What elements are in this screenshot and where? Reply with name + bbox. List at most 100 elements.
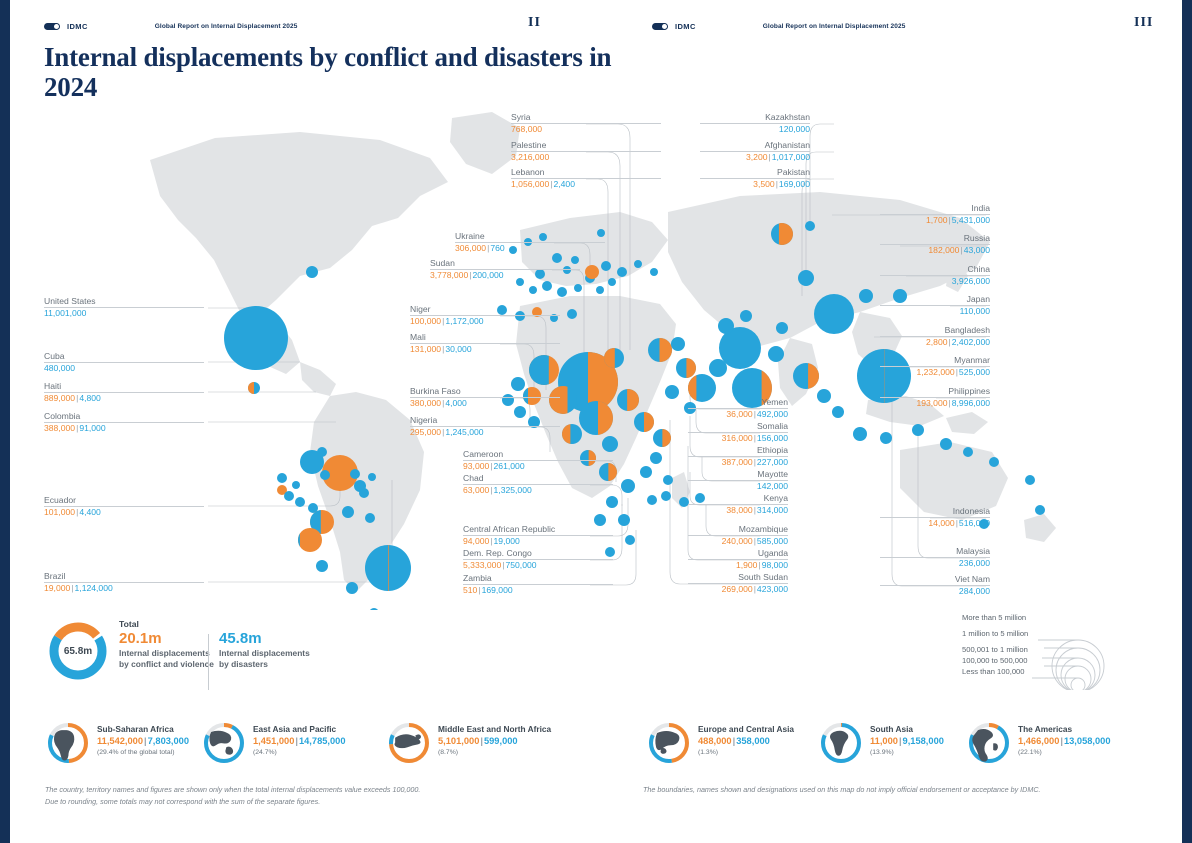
disaster-value: 423,000 (756, 584, 788, 595)
country-name: Dem. Rep. Congo (463, 548, 532, 558)
disaster-value: 1,124,000 (74, 583, 113, 594)
disaster-value: 91,000 (79, 423, 106, 434)
region-values: 1,466,000|13,058,000 (1018, 735, 1111, 748)
disaster-value: 19,000 (493, 536, 520, 547)
disaster-value: 4,400 (79, 507, 101, 518)
country-label-zambia: Zambia 510|169,000 (463, 573, 613, 596)
right-rail (1182, 0, 1192, 843)
region-name: Europe and Central Asia (698, 724, 795, 734)
map-landmasses (150, 112, 1056, 592)
country-label-haiti: Haiti 889,000|4,800 (44, 381, 204, 404)
country-label-uganda: Uganda 1,900|98,000 (688, 548, 788, 571)
country-values: 510|169,000 (463, 583, 613, 596)
country-name: Colombia (44, 411, 81, 421)
country-label-philippines: Philippines 193,000|8,996,000 (880, 386, 990, 409)
region-value-separator: | (480, 736, 483, 746)
disaster-value: 156,000 (756, 433, 788, 444)
disaster-value: 4,800 (79, 393, 101, 404)
value-separator: | (490, 485, 493, 496)
idmc-logo-icon-right (652, 22, 668, 30)
disaster-value: 3,926,000 (951, 276, 990, 287)
conflict-value: 768,000 (511, 124, 543, 135)
country-values: 889,000|4,800 (44, 391, 204, 404)
region-values: 488,000|358,000 (698, 735, 794, 748)
disaster-value: 169,000 (481, 585, 513, 596)
country-label-indonesia: Indonesia 14,000|516,000 (880, 506, 990, 529)
conflict-value: 889,000 (44, 393, 76, 404)
region-conflict-value: 1,451,000 (253, 736, 295, 746)
country-name: Viet Nam (954, 574, 990, 584)
region-value-separator: | (1060, 736, 1063, 746)
country-values: 3,926,000 (880, 274, 990, 287)
region-icon-south-asia (820, 722, 862, 764)
footnote-left-2: Due to rounding, some totals may not cor… (45, 797, 321, 806)
region-value-separator: | (295, 736, 298, 746)
region-icon-europe-and-central-asia (648, 722, 690, 764)
country-values: 19,000|1,124,000 (44, 581, 204, 594)
conflict-value: 306,000 (455, 243, 487, 254)
region-values: 5,101,000|599,000 (438, 735, 551, 748)
total-value: 65.8m (63, 645, 93, 657)
country-label-south-sudan: South Sudan 269,000|423,000 (688, 572, 788, 595)
country-values: 388,000|91,000 (44, 421, 204, 434)
value-separator: | (753, 505, 756, 516)
region-percentage: (29.4% of the global total) (97, 748, 175, 756)
country-values: 142,000 (688, 479, 788, 492)
country-values: 1,700|5,431,000 (880, 213, 990, 226)
country-values: 380,000|4,000 (410, 396, 560, 409)
region-icon-east-asia-and-pacific (203, 722, 245, 764)
map-bubbles (224, 221, 1045, 610)
value-separator: | (753, 584, 756, 595)
country-name: Russia (963, 233, 990, 243)
disaster-value: 30,000 (445, 344, 472, 355)
idmc-logo-icon (44, 22, 60, 30)
country-label-sudan: Sudan 3,778,000|200,000 (430, 258, 580, 281)
country-label-mayotte: Mayotte 142,000 (688, 469, 788, 492)
country-values: 3,500|169,000 (700, 177, 810, 190)
disaster-value: 110,000 (959, 306, 990, 317)
country-name: Ecuador (44, 495, 77, 505)
disaster-value: 227,000 (756, 457, 788, 468)
region-percentage: (8.7%) (438, 748, 459, 756)
country-values: 284,000 (880, 584, 990, 597)
country-name: Yemen (761, 397, 788, 407)
region-value-separator: | (144, 736, 147, 746)
country-values: 236,000 (880, 556, 990, 569)
total-donut-chart: 65.8m (47, 620, 109, 682)
conflict-value: 93,000 (463, 461, 490, 472)
left-rail (0, 0, 10, 843)
conflict-value: 316,000 (721, 433, 753, 444)
country-label-somalia: Somalia 316,000|156,000 (688, 421, 788, 444)
conflict-value: 1,700 (926, 215, 948, 226)
region-disaster-value: 13,058,000 (1063, 736, 1111, 746)
region-disaster-value: 9,158,000 (902, 736, 944, 746)
value-separator: | (753, 457, 756, 468)
disaster-value: 43,000 (963, 245, 990, 256)
country-label-yemen: Yemen 36,000|492,000 (688, 397, 788, 420)
value-separator: | (487, 243, 490, 254)
country-name: Ethiopia (756, 445, 788, 455)
conflict-value: 94,000 (463, 536, 490, 547)
conflict-value: 295,000 (410, 427, 442, 438)
country-label-chad: Chad 63,000|1,325,000 (463, 473, 613, 496)
country-name: Kenya (763, 493, 788, 503)
disaster-value: 750,000 (505, 560, 537, 571)
country-values: 480,000 (44, 361, 204, 374)
value-separator: | (768, 152, 771, 163)
region-disaster-value: 7,803,000 (147, 736, 189, 746)
disaster-value: 98,000 (761, 560, 788, 571)
country-values: 94,000|19,000 (463, 534, 613, 547)
disaster-value: 4,000 (445, 398, 467, 409)
value-separator: | (76, 507, 79, 518)
disaster-value: 200,000 (472, 270, 504, 281)
disaster-total-desc-2: by disasters (219, 658, 268, 669)
country-label-central-african-republic: Central African Republic 94,000|19,000 (463, 524, 613, 547)
value-separator: | (948, 215, 951, 226)
header-report-left: Global Report on Internal Displacement 2… (154, 22, 298, 30)
conflict-value: 388,000 (44, 423, 76, 434)
country-name: Lebanon (511, 167, 545, 177)
country-label-brazil: Brazil 19,000|1,124,000 (44, 571, 204, 594)
conflict-value: 3,500 (753, 179, 775, 190)
country-name: Mali (410, 332, 426, 342)
